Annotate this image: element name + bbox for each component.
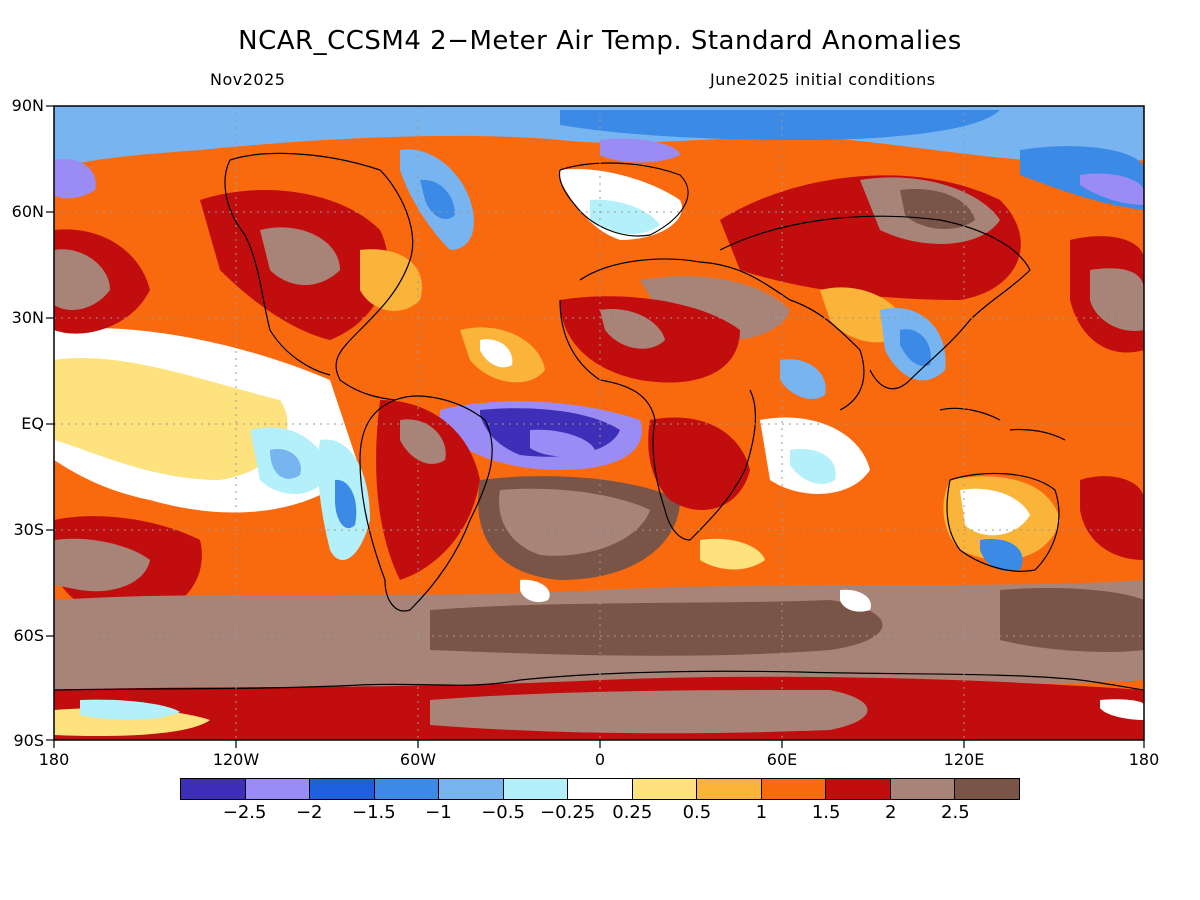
colorbar-label: 1 (755, 802, 768, 823)
colorbar-label: −1 (425, 802, 452, 823)
lon-label-60w: 60W (399, 750, 437, 769)
colorbar-label: 0.5 (682, 802, 712, 823)
graticule (54, 106, 1144, 740)
colorbar (180, 778, 1020, 800)
lat-label-60n: 60N (11, 202, 44, 221)
colorbar-swatch (761, 779, 827, 799)
colorbar-label: −0.25 (540, 802, 596, 823)
colorbar-label: −0.5 (481, 802, 525, 823)
colorbar-label: 0.25 (612, 802, 653, 823)
lat-label-60s: 60S (13, 626, 44, 645)
colorbar-swatch (310, 779, 375, 799)
colorbar-swatch (955, 779, 1019, 799)
map-frame (53, 105, 1145, 741)
colorbar-label: 2.5 (941, 802, 970, 823)
forecast-month: Nov2025 (210, 70, 286, 89)
colorbar-swatch (439, 779, 504, 799)
lon-label-180w: 180 (38, 750, 70, 769)
colorbar-swatch (697, 779, 762, 799)
lat-label-90s: 90S (13, 731, 44, 750)
colorbar-swatch (181, 779, 246, 799)
colorbar-label: 2 (885, 802, 897, 823)
lat-label-90n: 90N (11, 96, 44, 115)
colorbar-swatch (826, 779, 891, 799)
colorbar-swatch (568, 779, 633, 799)
colorbar-label: −1.5 (351, 802, 396, 823)
colorbar-swatch (245, 779, 311, 799)
axis-ticks (46, 105, 1145, 748)
colorbar-label: −2 (295, 802, 323, 823)
coastlines (53, 152, 1145, 691)
lon-label-120e: 120E (943, 750, 985, 769)
initial-conditions-label: June2025 initial conditions (710, 70, 936, 89)
lat-label-30n: 30N (11, 308, 44, 327)
colorbar-swatch (503, 779, 569, 799)
lon-label-60e: 60E (766, 750, 798, 769)
colorbar-label: −2.5 (222, 802, 267, 823)
colorbar-swatch (890, 779, 956, 799)
colorbar-swatch (374, 779, 440, 799)
lat-label-eq: EQ (21, 414, 44, 433)
lon-label-0: 0 (594, 750, 606, 769)
colorbar-swatch (632, 779, 698, 799)
colorbar-label: 1.5 (811, 802, 841, 823)
lat-label-30s: 30S (13, 520, 44, 539)
anomaly-field (54, 106, 1144, 740)
lon-label-120w: 120W (212, 750, 260, 769)
map-title: NCAR_CCSM4 2−Meter Air Temp. Standard An… (238, 26, 962, 56)
lon-label-180e: 180 (1128, 750, 1160, 769)
